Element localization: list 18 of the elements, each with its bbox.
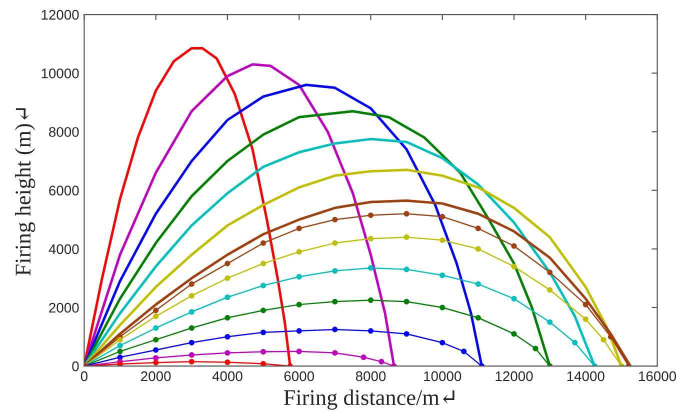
x-axis-title: Firing distance/m↵ [284,389,454,410]
y-tick-label: 10000 [42,68,79,78]
y-tick-label: 2000 [49,302,79,313]
x-tick-label: 16000 [639,371,676,382]
y-tick-label: 12000 [42,10,79,20]
x-tick-label: 0 [80,371,88,382]
x-tick-label: 8000 [356,371,386,382]
y-tick-label: 0 [72,361,79,372]
x-tick-label: 6000 [284,371,314,382]
y-tick-label: 4000 [48,244,79,254]
x-tick-label: 2000 [141,371,171,382]
x-tick-label: 12000 [496,371,533,382]
y-tick-label: 6000 [49,186,79,196]
y-axis-title: Firing height (m)↵ [14,108,36,276]
x-tick-label: 4000 [212,371,242,382]
x-tick-label: 14000 [567,371,604,382]
x-tick-label: 10000 [424,371,462,382]
y-tick-label: 8000 [49,127,79,137]
